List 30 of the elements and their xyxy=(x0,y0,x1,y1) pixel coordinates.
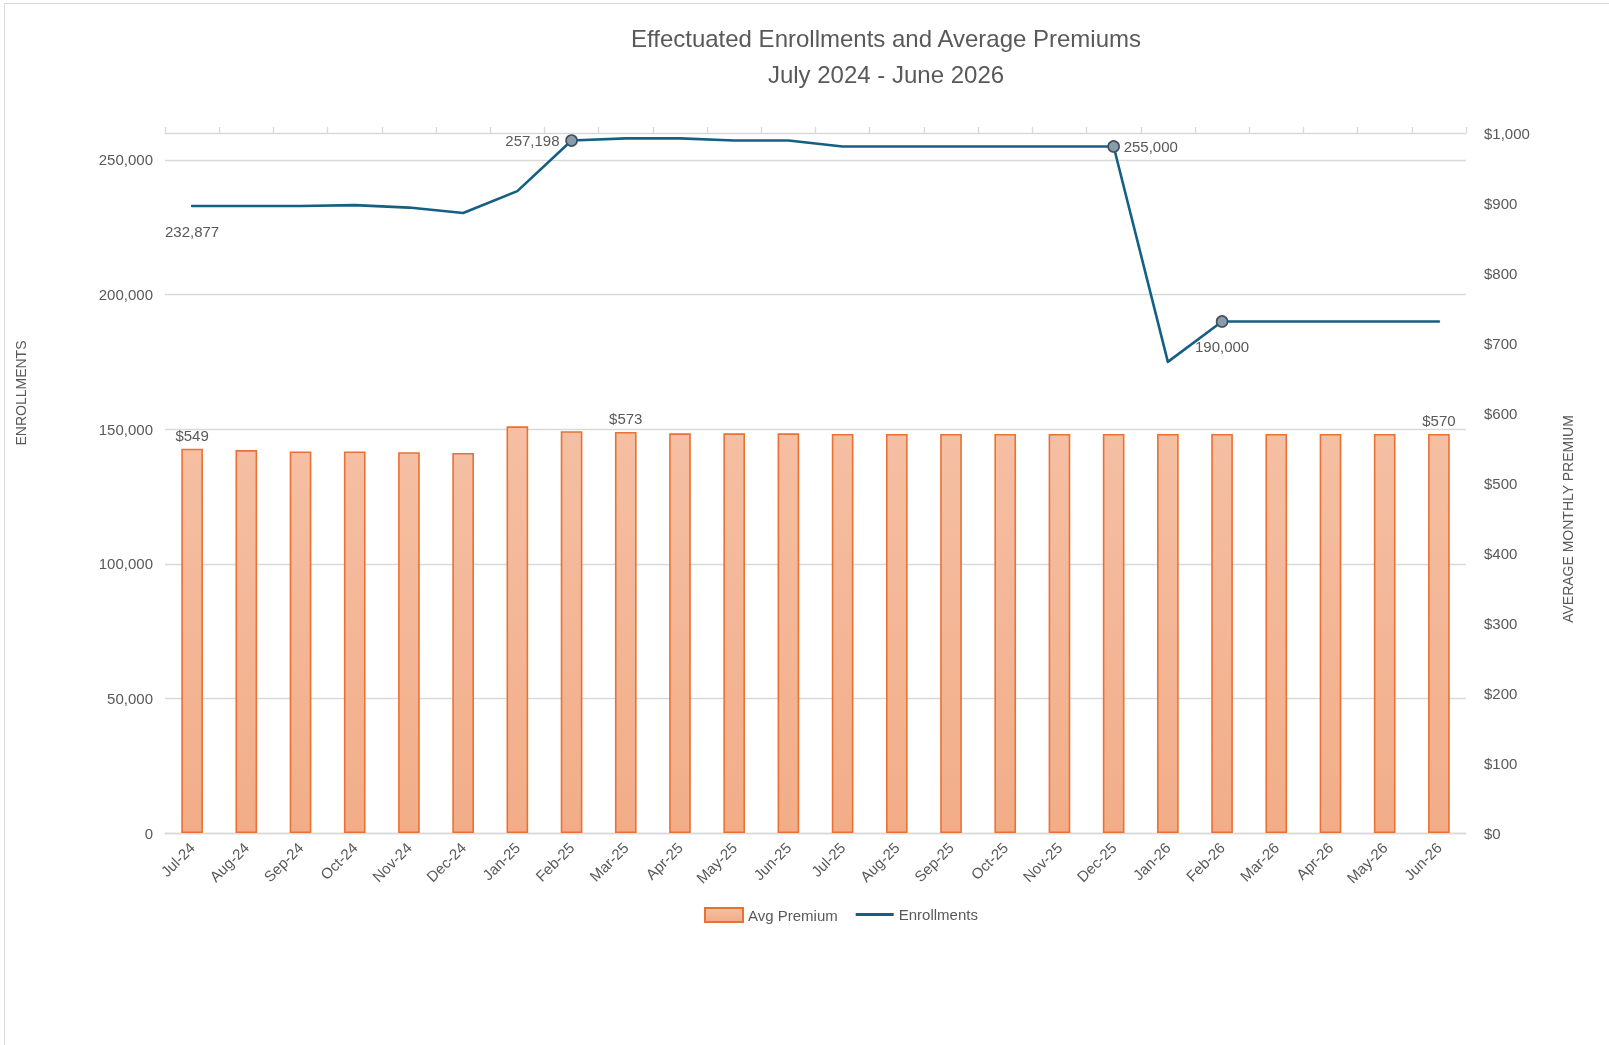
y2-tick-label: $100 xyxy=(1484,754,1518,772)
y-tick-label: 100,000 xyxy=(98,555,153,573)
y2-tick-label: $600 xyxy=(1484,404,1518,422)
data-label: $570 xyxy=(1422,412,1456,429)
y-tick-label: 250,000 xyxy=(98,151,153,169)
y2-tick-label: $1,000 xyxy=(1484,124,1530,142)
y2-tick-label: $500 xyxy=(1484,474,1518,492)
y2-tick-label: $200 xyxy=(1484,684,1518,702)
data-label: 257,198 xyxy=(505,132,560,150)
data-label: 190,000 xyxy=(1194,338,1250,356)
y-tick-label: 150,000 xyxy=(98,420,153,438)
y-axis-title: ENROLLMENTS xyxy=(13,340,29,446)
y-tick-label: 0 xyxy=(144,824,153,842)
data-label: 255,000 xyxy=(1123,137,1178,155)
data-label: 232,877 xyxy=(164,223,220,241)
data-label: $549 xyxy=(175,426,209,444)
y2-tick-label: $0 xyxy=(1484,824,1501,842)
legend-label: Enrollments xyxy=(898,906,978,923)
y2-tick-label: $400 xyxy=(1484,544,1518,562)
y2-tick-label: $300 xyxy=(1484,614,1518,632)
y-tick-label: 50,000 xyxy=(107,689,153,707)
y2-tick-label: $900 xyxy=(1484,194,1518,212)
legend-label: Avg Premium xyxy=(748,906,838,924)
y-tick-label: 200,000 xyxy=(98,286,153,304)
chart-subtitle: July 2024 - June 2026 xyxy=(767,60,1005,88)
y2-tick-label: $700 xyxy=(1484,334,1518,352)
chart-title: Effectuated Enrollments and Average Premiums xyxy=(630,24,1142,52)
y2-tick-label: $800 xyxy=(1484,264,1518,282)
y2-axis-title: AVERAGE MONTHLY PREMIUM xyxy=(1560,415,1576,623)
data-label: $573 xyxy=(609,409,643,427)
